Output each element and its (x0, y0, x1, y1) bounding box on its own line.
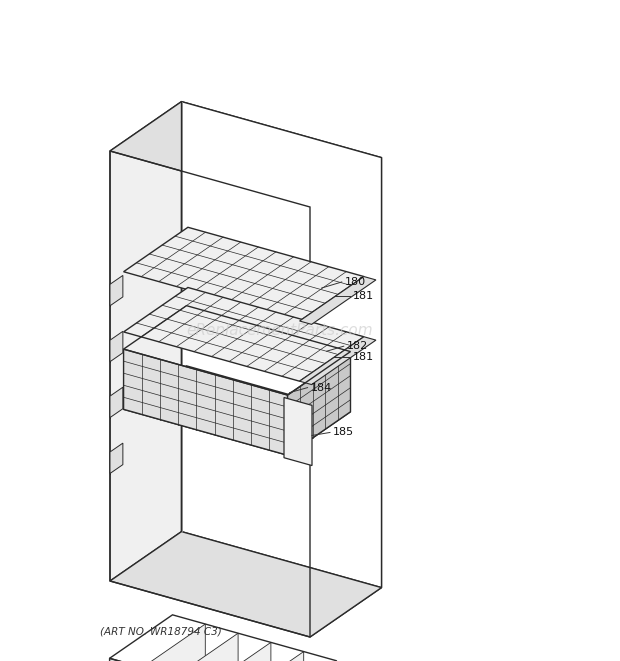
Text: eReplacementParts.com: eReplacementParts.com (187, 323, 373, 338)
Text: 180: 180 (345, 277, 366, 287)
Text: 184: 184 (311, 383, 332, 393)
Polygon shape (299, 276, 376, 325)
Polygon shape (175, 633, 238, 661)
Polygon shape (110, 276, 123, 306)
Polygon shape (110, 102, 182, 581)
Polygon shape (110, 102, 381, 207)
Polygon shape (208, 642, 271, 661)
Text: 185: 185 (333, 428, 354, 438)
Text: 181: 181 (353, 292, 374, 301)
Polygon shape (110, 387, 123, 418)
Polygon shape (123, 288, 364, 381)
Text: 181: 181 (353, 352, 374, 362)
Polygon shape (110, 531, 381, 637)
Polygon shape (299, 336, 376, 385)
Polygon shape (110, 443, 123, 473)
Polygon shape (288, 352, 350, 455)
Polygon shape (123, 366, 350, 455)
Polygon shape (123, 349, 288, 455)
Polygon shape (241, 652, 304, 661)
Polygon shape (110, 658, 273, 661)
Polygon shape (284, 397, 312, 465)
Polygon shape (182, 102, 381, 588)
Text: 182: 182 (347, 341, 368, 351)
Polygon shape (123, 227, 364, 321)
Polygon shape (143, 624, 205, 661)
Text: (ART NO. WR18794 C3): (ART NO. WR18794 C3) (100, 626, 222, 636)
Polygon shape (110, 331, 123, 362)
Polygon shape (310, 157, 381, 637)
